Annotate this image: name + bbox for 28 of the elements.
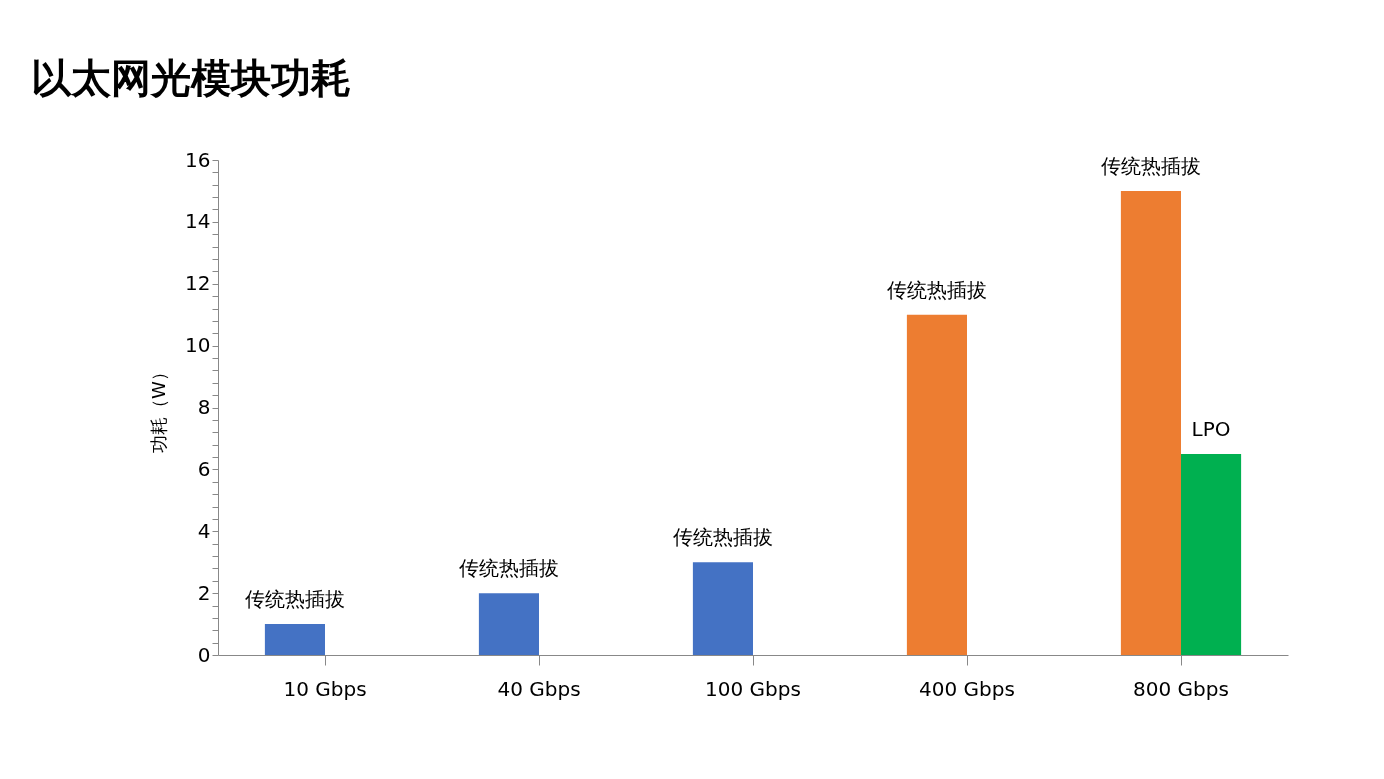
x-tick-label: 400 Gbps (919, 676, 1015, 701)
y-tick-label: 8 (197, 395, 211, 419)
y-tick-label: 12 (185, 271, 211, 296)
text: 传统热插拔 (458, 556, 559, 581)
series-label: 传统热插拔 (244, 587, 345, 612)
bar (692, 562, 753, 655)
x-tick-label: 40 Gbps (497, 676, 581, 701)
bar (906, 314, 967, 655)
x-tick-label: 100 Gbps (705, 676, 801, 701)
x-tick-label: 10 Gbps (283, 676, 367, 701)
text: 传统热插拔 (672, 525, 773, 550)
bar (264, 624, 325, 655)
x-tick-label: 800 Gbps (1133, 676, 1229, 701)
y-tick-label: 16 (185, 147, 211, 172)
chart-title: 以太网光模块功耗 (30, 55, 351, 101)
bar (1181, 453, 1242, 655)
y-tick-label: 6 (197, 456, 211, 481)
text: 传统热插拔 (1100, 153, 1201, 178)
bar (1120, 190, 1181, 655)
y-tick-label: 10 (185, 333, 211, 358)
bar (478, 593, 539, 655)
y-tick-label: 4 (197, 518, 211, 543)
y-tick-label: 14 (185, 209, 211, 234)
text: 传统热插拔 (886, 277, 987, 302)
y-tick-label: 0 (197, 642, 211, 667)
y-axis-title: 功耗（W） (148, 363, 170, 453)
series-label: LPO (1191, 416, 1231, 441)
y-tick-label: 2 (197, 580, 211, 605)
